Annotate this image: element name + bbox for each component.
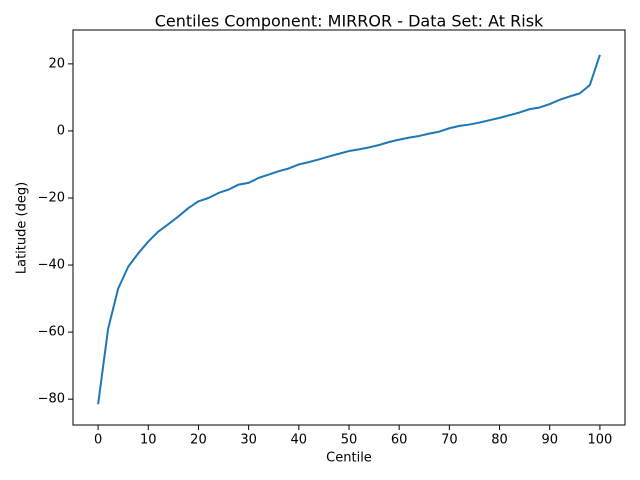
x-tick-label: 30 [240, 433, 257, 448]
x-tick-label: 100 [587, 433, 612, 448]
x-tick-label: 20 [190, 433, 207, 448]
y-tick-label: 20 [48, 56, 65, 71]
x-tick-label: 60 [391, 433, 408, 448]
data-line [97, 54, 601, 405]
y-tick-label: −60 [38, 325, 65, 340]
x-tick-label: 40 [291, 433, 308, 448]
plot-frame [72, 29, 626, 426]
x-tick-label: 80 [491, 433, 508, 448]
x-tick-label: 90 [541, 433, 558, 448]
x-tick-label: 0 [94, 433, 102, 448]
x-axis-label: Centile [326, 451, 372, 466]
y-tick-label: −40 [38, 258, 65, 273]
y-tick-label: −20 [38, 190, 65, 205]
x-tick-label: 10 [140, 433, 157, 448]
chart-title: Centiles Component: MIRROR - Data Set: A… [155, 12, 544, 31]
y-tick-label: 0 [57, 123, 65, 138]
x-tick-label: 50 [341, 433, 358, 448]
y-tick-label: −80 [38, 392, 65, 407]
x-tick-label: 70 [441, 433, 458, 448]
y-axis-label: Latitude (deg) [15, 182, 30, 274]
